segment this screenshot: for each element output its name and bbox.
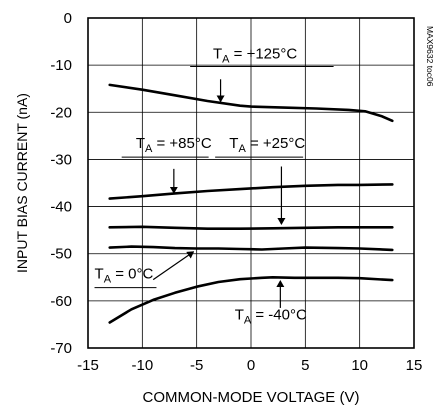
svg-text:TA = -40°C: TA = -40°C [235, 307, 307, 327]
y-tick-label: 0 [64, 10, 72, 27]
y-tick-label: -50 [50, 246, 72, 263]
x-tick-label: -10 [131, 357, 153, 374]
series-label-0: TA = +125°C [190, 46, 334, 103]
series-line-1 [108, 183, 394, 200]
y-tick-label: -60 [50, 293, 72, 310]
series-label-2: TA = +25°C [215, 135, 305, 226]
x-tick-label: -5 [190, 357, 203, 374]
series-line-2 [108, 225, 394, 230]
x-tick-labels: -15 -10 -5 0 5 10 15 [77, 357, 422, 374]
figure-id-label: MAX9632 toc06 [425, 26, 435, 87]
x-tick-label: 10 [351, 357, 368, 374]
x-tick-label: 0 [247, 357, 255, 374]
series-line-0 [108, 83, 394, 123]
grid [88, 18, 414, 348]
y-tick-label: -20 [50, 104, 72, 121]
svg-text:TA = 0°C: TA = 0°C [95, 266, 154, 286]
x-tick-label: 15 [406, 357, 423, 374]
y-axis-label: INPUT BIAS CURRENT (nA) [14, 93, 30, 273]
series-label-1: TA = +85°C [121, 135, 212, 194]
series-label-3: TA = 0°C [94, 251, 195, 289]
svg-text:TA = +25°C: TA = +25°C [229, 135, 305, 155]
x-axis-label: COMMON-MODE VOLTAGE (V) [143, 389, 360, 406]
y-tick-label: -10 [50, 57, 72, 74]
svg-text:TA = +85°C: TA = +85°C [136, 135, 212, 155]
label-arrow [152, 251, 195, 281]
plot-frame [87, 17, 415, 349]
series-line-3 [108, 245, 394, 252]
y-tick-labels: 0 -10 -20 -30 -40 -50 -60 -70 [50, 10, 72, 357]
series-line-4 [108, 276, 394, 324]
y-tick-label: -40 [50, 199, 72, 216]
x-tick-label: -15 [77, 357, 99, 374]
series-label-4: TA = -40°C [235, 280, 307, 327]
x-tick-label: 5 [301, 357, 309, 374]
data-curves [108, 83, 394, 324]
y-tick-label: -30 [50, 151, 72, 168]
y-tick-label: -70 [50, 340, 72, 357]
curve-labels: TA = +125°C TA = +85°C TA = +25°C TA = 0°C T… [94, 46, 334, 327]
svg-text:TA = +125°C: TA = +125°C [213, 46, 297, 66]
